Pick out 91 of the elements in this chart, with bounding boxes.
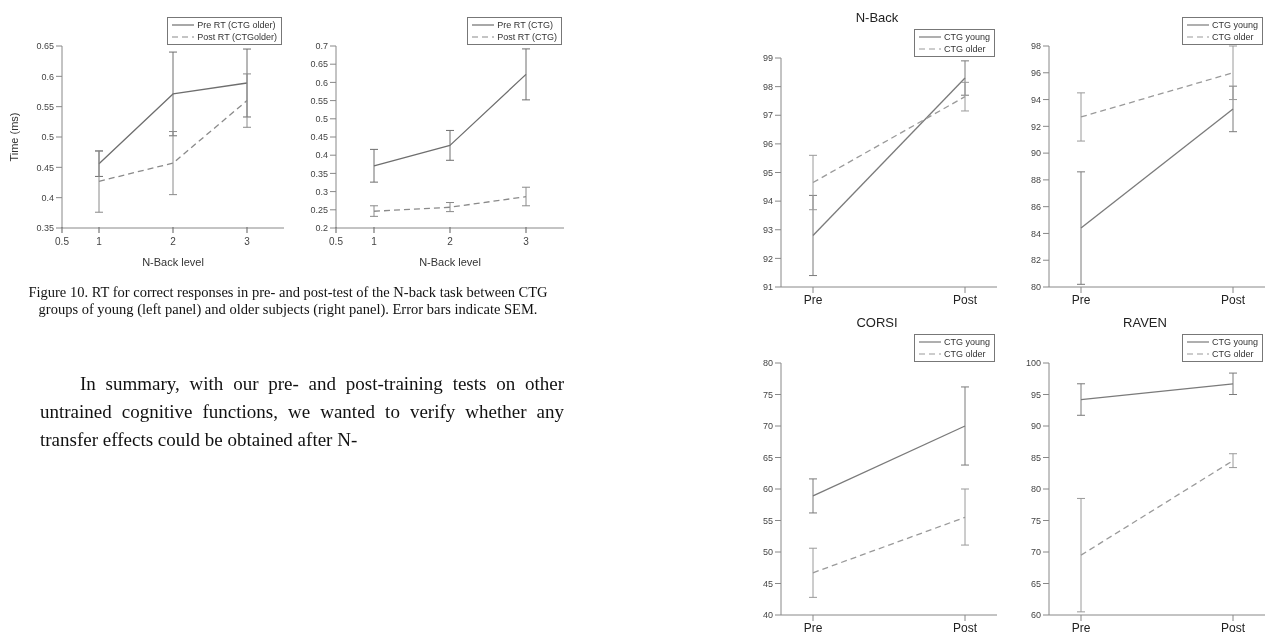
y-tick-label: 90 xyxy=(1030,148,1041,159)
legend-label: Pre RT (CTG older) xyxy=(197,19,276,31)
y-tick-label: 82 xyxy=(1030,255,1041,266)
y-tick-label: 96 xyxy=(1030,67,1041,78)
x-tick-label: Pre xyxy=(1071,292,1091,307)
y-tick-label: 65 xyxy=(1030,578,1041,589)
legend-label: CTG older xyxy=(1211,31,1254,43)
y-tick-label: 0.65 xyxy=(36,41,54,52)
y-tick-label: 92 xyxy=(1030,121,1041,132)
y-tick-label: 92 xyxy=(762,253,773,264)
y-tick-label: 45 xyxy=(762,578,773,589)
x-tick-label: 3 xyxy=(244,236,251,247)
y-tick-label: 0.25 xyxy=(310,205,328,215)
y-tick-label: 80 xyxy=(762,358,773,369)
y-tick-label: 80 xyxy=(1030,282,1041,293)
y-tick-label: 94 xyxy=(762,196,773,207)
y-tick-label: 0.4 xyxy=(315,150,328,161)
y-tick-label: 94 xyxy=(1030,94,1041,105)
caption: Figure 10. RT for correct responses in pre- and post-test of the N-back task between CTG groups of young (left panel) and older subjects (right panel). Error bars indicate SEM. xyxy=(27,284,549,318)
y-tick-label: 95 xyxy=(762,167,773,178)
x-tick-label: Pre xyxy=(1071,620,1091,635)
y-tick-label: 98 xyxy=(1030,41,1041,52)
legend-label: CTG young xyxy=(943,336,990,348)
y-tick-label: 90 xyxy=(1030,421,1041,432)
chart-title: RAVEN xyxy=(1122,314,1168,332)
x-tick-label: Pre xyxy=(803,292,823,307)
y-tick-label: 60 xyxy=(762,484,773,495)
legend-label: CTG young xyxy=(1211,336,1258,348)
legend-label: CTG older xyxy=(943,43,986,55)
y-axis-title: Time (ms) xyxy=(7,112,20,162)
y-tick-label: 55 xyxy=(762,515,773,526)
x-tick-label: 0.5 xyxy=(329,236,344,247)
x-tick-label: Pre xyxy=(803,620,823,635)
y-tick-label: 0.5 xyxy=(315,114,328,124)
y-tick-label: 0.55 xyxy=(36,101,54,112)
chart-title: N-Back xyxy=(854,9,900,27)
y-tick-label: 0.45 xyxy=(36,162,54,173)
y-tick-label: 75 xyxy=(762,389,773,400)
y-tick-label: 70 xyxy=(762,421,773,432)
y-tick-label: 96 xyxy=(762,139,773,150)
y-tick-label: 0.2 xyxy=(315,223,328,234)
y-tick-label: 75 xyxy=(1030,515,1041,526)
x-tick-label: 1 xyxy=(96,236,103,247)
y-tick-label: 99 xyxy=(762,53,773,64)
y-tick-label: 0.55 xyxy=(310,95,328,106)
y-tick-label: 0.35 xyxy=(310,168,328,179)
y-tick-label: 0.5 xyxy=(41,132,54,143)
x-tick-label: Post xyxy=(1220,292,1246,307)
x-tick-label: Post xyxy=(952,620,978,635)
text: In summary, with our pre- and post-training tests on other untrained cognitive functions, we wanted to verify whether any transfer effects could be obtained after N- xyxy=(39,372,565,452)
y-tick-label: 60 xyxy=(1030,610,1041,621)
legend-label: CTG young xyxy=(943,31,990,43)
y-tick-label: 0.7 xyxy=(315,41,328,52)
legend-label: CTG older xyxy=(1211,348,1254,360)
y-tick-label: 86 xyxy=(1030,201,1041,212)
y-tick-label: 84 xyxy=(1030,228,1041,239)
y-tick-label: 50 xyxy=(762,547,773,558)
y-tick-label: 0.45 xyxy=(310,132,328,143)
legend-label: Post RT (CTGolder) xyxy=(197,31,277,43)
y-tick-label: 65 xyxy=(762,452,773,463)
y-tick-label: 0.4 xyxy=(41,192,54,203)
x-axis-title: N-Back level xyxy=(419,256,481,268)
y-tick-label: 0.3 xyxy=(315,186,328,197)
y-tick-label: 0.6 xyxy=(315,77,328,88)
y-tick-label: 88 xyxy=(1030,175,1041,186)
y-tick-label: 95 xyxy=(1030,389,1041,400)
x-tick-label: 2 xyxy=(170,236,177,247)
y-tick-label: 93 xyxy=(762,224,773,235)
y-tick-label: 40 xyxy=(762,610,773,621)
x-axis-title: N-Back level xyxy=(142,256,204,268)
x-tick-label: Post xyxy=(1220,620,1246,635)
y-tick-label: 85 xyxy=(1030,452,1041,463)
y-tick-label: 0.6 xyxy=(41,71,54,82)
chart-title: CORSI xyxy=(855,314,899,332)
y-tick-label: 91 xyxy=(762,282,773,293)
x-tick-label: 3 xyxy=(523,236,530,247)
y-tick-label: 100 xyxy=(1025,358,1041,369)
y-tick-label: 70 xyxy=(1030,547,1041,558)
legend-label: Post RT (CTG) xyxy=(497,31,557,43)
y-tick-label: 0.35 xyxy=(36,223,54,234)
y-tick-label: 98 xyxy=(762,81,773,92)
x-tick-label: 2 xyxy=(447,236,454,247)
legend-label: Pre RT (CTG) xyxy=(497,19,553,31)
y-tick-label: 0.65 xyxy=(310,59,328,70)
y-tick-label: 97 xyxy=(762,110,773,121)
x-tick-label: 1 xyxy=(371,236,378,247)
x-tick-label: Post xyxy=(952,292,978,307)
y-tick-label: 80 xyxy=(1030,484,1041,495)
legend-label: CTG young xyxy=(1211,19,1258,31)
x-tick-label: 0.5 xyxy=(55,236,70,247)
legend-label: CTG older xyxy=(943,348,986,360)
